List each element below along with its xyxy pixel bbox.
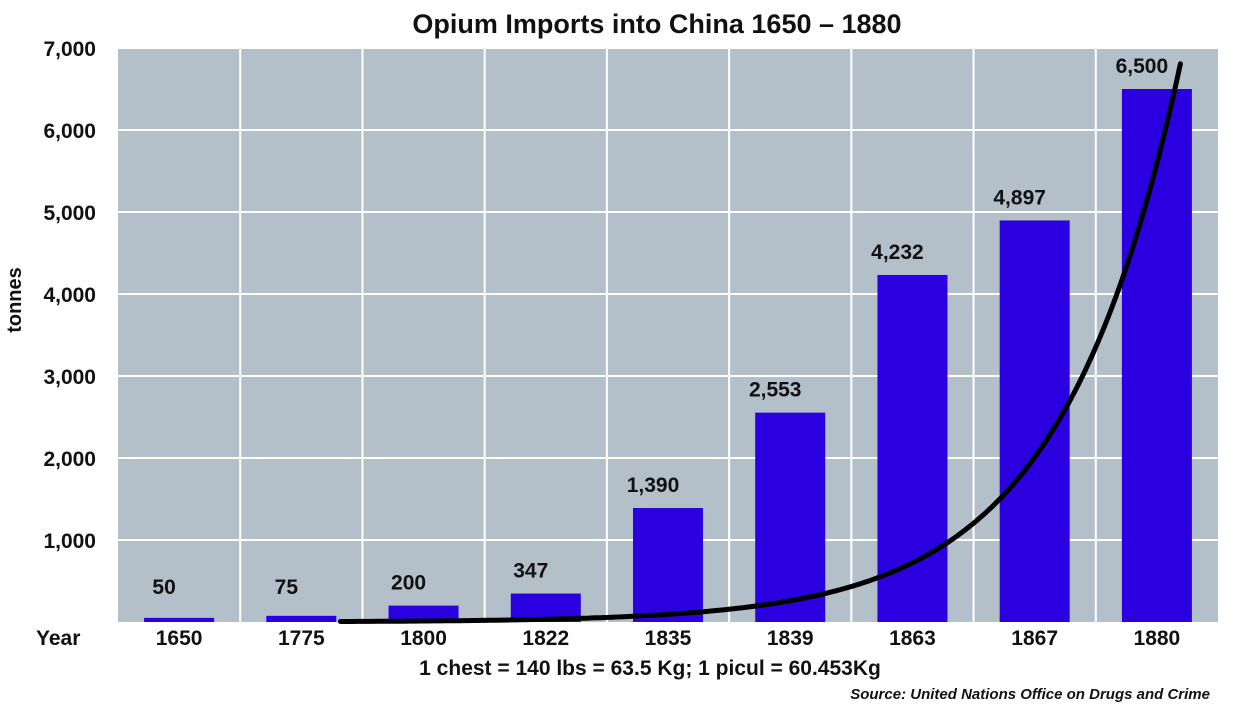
x-tick-1800: 1800	[400, 627, 447, 650]
source-note: Source: United Nations Office on Drugs a…	[850, 686, 1210, 703]
x-axis-label: Year	[36, 627, 80, 650]
data-label-1800: 200	[391, 572, 426, 595]
bar-1800	[388, 605, 459, 622]
y-tick-6000: 6,000	[43, 120, 96, 143]
footnote: 1 chest = 140 lbs = 63.5 Kg; 1 picul = 6…	[419, 657, 881, 680]
y-tick-1000: 1,000	[43, 530, 96, 553]
bar-1880	[1121, 89, 1192, 622]
data-label-1835: 1,390	[627, 474, 680, 497]
bar-1650	[144, 617, 215, 622]
y-tick-5000: 5,000	[43, 202, 96, 225]
data-label-1880: 6,500	[1116, 55, 1169, 78]
x-tick-1822: 1822	[522, 627, 569, 650]
y-tick-7000: 7,000	[43, 38, 96, 61]
data-label-1867: 4,897	[993, 186, 1046, 209]
x-tick-1863: 1863	[889, 627, 936, 650]
y-tick-2000: 2,000	[43, 448, 96, 471]
data-label-1650: 50	[152, 576, 175, 599]
data-label-1822: 347	[513, 560, 548, 583]
data-label-1863: 4,232	[871, 241, 924, 264]
y-axis-ticks: 1,000 2,000 3,000 4,000 5,000 6,000 7,000	[43, 38, 96, 553]
bars	[144, 89, 1192, 623]
bar-1863	[877, 274, 948, 622]
data-label-1839: 2,553	[749, 379, 802, 402]
chart-title: Opium Imports into China 1650 – 1880	[412, 9, 901, 39]
x-tick-1650: 1650	[156, 627, 203, 650]
data-label-1775: 75	[275, 576, 299, 599]
bar-1835	[633, 508, 703, 622]
y-tick-3000: 3,000	[43, 366, 96, 389]
x-tick-1880: 1880	[1134, 627, 1181, 650]
x-tick-1775: 1775	[278, 627, 325, 650]
x-axis-ticks: 1650 1775 1800 1822 1835 1839 1863 1867 1880	[156, 627, 1180, 650]
bar-1839	[755, 412, 826, 622]
x-tick-1839: 1839	[767, 627, 814, 650]
data-labels: 50 75 200 347 1,390 2,553 4,232 4,897 6,500	[152, 55, 1168, 599]
x-tick-1835: 1835	[645, 627, 692, 650]
y-axis-label: tonnes	[4, 267, 26, 333]
bar-1775	[266, 615, 337, 622]
trend-curve	[337, 61, 1183, 624]
x-tick-1867: 1867	[1011, 627, 1058, 650]
y-tick-4000: 4,000	[43, 284, 96, 307]
grid-lines	[118, 47, 1218, 622]
